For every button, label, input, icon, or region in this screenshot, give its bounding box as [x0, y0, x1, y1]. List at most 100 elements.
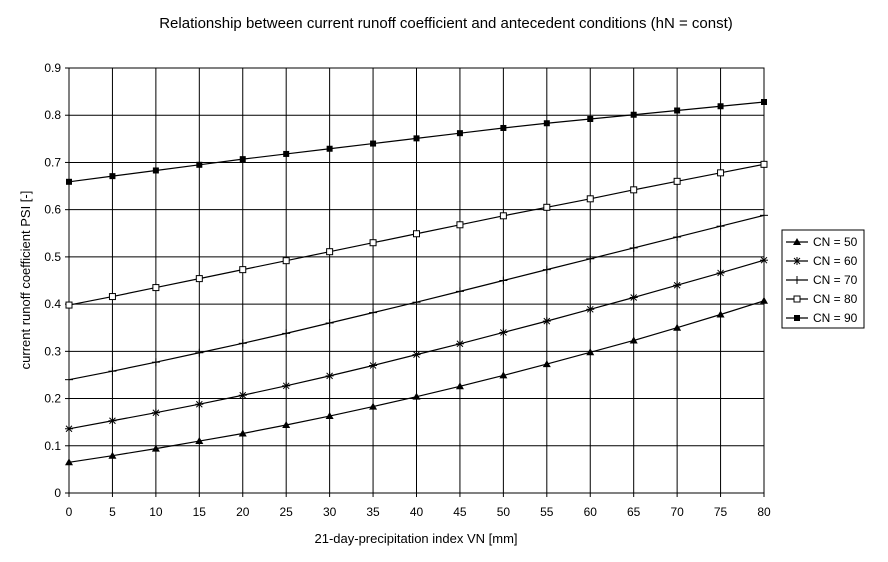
data-point: [370, 140, 377, 147]
y-tick-label: 0.8: [44, 108, 61, 122]
data-point: [65, 458, 73, 466]
y-tick-label: 0.4: [44, 297, 61, 311]
data-point: [369, 361, 378, 370]
data-point: [500, 124, 507, 131]
legend-marker: [793, 238, 801, 245]
y-tick-label: 0.9: [44, 61, 61, 75]
series-cn-70: [65, 211, 768, 384]
data-point: [499, 276, 508, 285]
data-point: [325, 371, 334, 380]
data-point: [716, 310, 725, 318]
chart-title: Relationship between current runoff coef…: [159, 15, 733, 32]
data-point: [760, 296, 768, 304]
y-tick-label: 0: [54, 486, 61, 500]
data-point: [630, 111, 637, 118]
data-point: [760, 211, 768, 220]
data-point: [325, 412, 334, 420]
data-point: [238, 429, 247, 437]
legend-label: CN = 50: [813, 235, 858, 249]
legend-item: CN = 80: [786, 292, 858, 306]
x-tick-label: 75: [714, 505, 728, 519]
legend: CN = 50 CN = 60 CN = 70 CN = 80 CN = 90: [781, 229, 865, 329]
data-point: [761, 99, 767, 105]
data-point: [629, 336, 638, 344]
x-tick-label: 65: [627, 505, 641, 519]
data-point: [673, 281, 682, 290]
data-point: [282, 381, 291, 390]
x-tick-label: 25: [280, 505, 294, 519]
data-point: [413, 230, 420, 238]
data-point: [152, 284, 160, 292]
x-axis-label: 21-day-precipitation index VN [mm]: [314, 531, 517, 546]
y-axis-ticks: 0 0.1 0.2 0.3 0.4 0.5 0.6 0.7 0.8 0.9: [44, 61, 69, 500]
data-point: [542, 317, 551, 326]
data-point: [195, 275, 203, 283]
data-point: [151, 408, 160, 417]
legend-marker: [794, 315, 800, 321]
data-point: [586, 195, 594, 203]
data-point: [760, 256, 768, 265]
data-point: [673, 233, 682, 242]
data-point: [108, 367, 117, 376]
data-point: [369, 239, 377, 247]
data-point: [412, 392, 421, 400]
legend-marker: [793, 257, 801, 265]
y-tick-label: 0.2: [44, 392, 61, 406]
data-point: [456, 221, 464, 229]
data-point: [108, 293, 116, 301]
x-tick-label: 80: [757, 505, 771, 519]
legend-item: CN = 90: [786, 311, 858, 325]
legend-label: CN = 60: [813, 254, 858, 268]
data-point: [326, 145, 333, 152]
data-point: [108, 451, 117, 459]
legend-box: [781, 229, 865, 329]
data-point: [65, 375, 73, 384]
data-point: [499, 371, 508, 379]
legend-item: CN = 50: [786, 235, 858, 249]
data-point: [282, 257, 290, 265]
x-tick-label: 50: [497, 505, 511, 519]
data-point: [717, 169, 725, 177]
data-point: [238, 339, 247, 348]
data-point: [283, 150, 290, 157]
data-point: [499, 212, 507, 220]
x-tick-label: 45: [453, 505, 467, 519]
data-point: [499, 328, 508, 337]
series-cn-80: [65, 160, 768, 309]
data-point: [65, 301, 73, 309]
data-point: [543, 120, 550, 127]
data-point: [542, 360, 551, 368]
data-point: [369, 308, 378, 317]
data-point: [586, 254, 595, 263]
legend-label: CN = 70: [813, 273, 858, 287]
data-point: [239, 156, 246, 163]
x-tick-label: 70: [670, 505, 684, 519]
legend-marker: [793, 276, 801, 284]
y-tick-label: 0.1: [44, 439, 61, 453]
x-tick-label: 5: [109, 505, 116, 519]
data-point: [760, 160, 768, 168]
legend-item: CN = 60: [786, 254, 858, 268]
x-axis-ticks: 0 5 10 15 20 25 30 35 40 45 50 55 60 65 70 75 80: [66, 493, 771, 519]
data-point: [630, 186, 638, 194]
data-point: [282, 421, 291, 428]
y-tick-label: 0.6: [44, 203, 61, 217]
legend-item: CN = 70: [786, 273, 858, 287]
data-point: [629, 293, 638, 302]
data-point: [673, 323, 682, 331]
data-point: [238, 391, 247, 400]
data-point: [369, 402, 378, 410]
data-point: [239, 266, 247, 274]
data-point: [629, 243, 638, 252]
y-axis-label: current runoff coefficient PSI [-]: [18, 191, 33, 370]
data-point: [586, 305, 595, 314]
data-point: [413, 135, 420, 142]
data-point: [543, 203, 551, 211]
x-tick-label: 30: [323, 505, 337, 519]
data-point: [542, 265, 551, 274]
data-point: [66, 178, 72, 185]
data-point: [455, 339, 464, 348]
data-point: [325, 319, 334, 327]
data-point: [151, 358, 160, 367]
